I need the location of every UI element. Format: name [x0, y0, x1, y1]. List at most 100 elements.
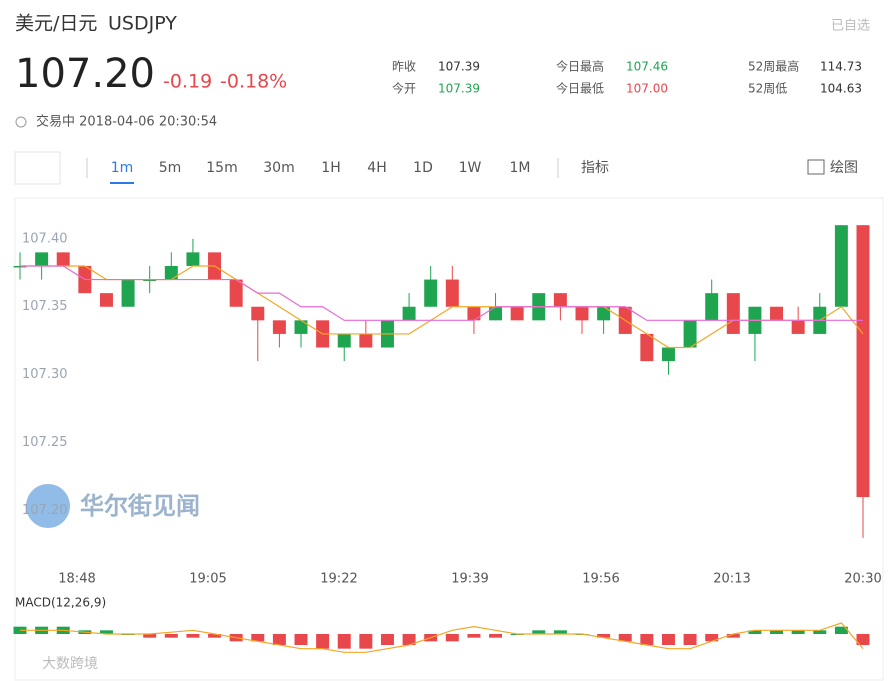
candle-body — [402, 306, 416, 321]
macd-bar — [748, 630, 762, 634]
tab[interactable]: 1H — [321, 160, 340, 176]
x-tick-label: 19:39 — [451, 572, 488, 587]
draw-icon — [807, 159, 825, 175]
macd-bar — [661, 634, 675, 645]
draw[interactable]: 绘图 — [830, 160, 858, 176]
watch[interactable]: 已自选 — [831, 19, 870, 34]
stat-value: 104.63 — [820, 82, 862, 96]
candle-body — [640, 333, 654, 362]
macd-bar — [294, 634, 308, 645]
macd-bar — [770, 630, 784, 634]
candle-body — [726, 293, 740, 334]
tab[interactable]: 5m — [159, 160, 182, 176]
macd-bar — [553, 630, 567, 634]
macd-bar — [856, 634, 870, 645]
tab[interactable]: 1M — [510, 160, 531, 176]
candle-body — [99, 293, 113, 307]
candle-body — [791, 320, 805, 334]
macd-bar — [640, 634, 654, 645]
y-tick-label: 107.35 — [22, 299, 68, 314]
tab[interactable]: 1W — [459, 160, 482, 176]
candle-body — [143, 279, 157, 282]
macd-bar — [316, 634, 330, 649]
candle-body — [251, 306, 265, 321]
stat-value: 107.46 — [626, 60, 668, 74]
x-tick-label: 19:56 — [582, 572, 619, 587]
macd-bar — [186, 634, 200, 638]
candle-body — [597, 306, 611, 321]
macd-bar — [208, 634, 222, 638]
candle-body — [229, 279, 243, 307]
change: -0.19 — [163, 71, 212, 93]
macd-bar — [164, 634, 178, 638]
x-tick-label: 18:48 — [58, 572, 95, 587]
macd-bar — [532, 630, 546, 634]
y-tick-label: 107.25 — [22, 435, 68, 450]
macd-bar — [251, 634, 265, 642]
candle-body — [770, 306, 784, 321]
candle-body — [834, 225, 848, 307]
stat-value: 107.39 — [438, 60, 480, 74]
macd-bar — [489, 634, 503, 638]
candle-body — [661, 347, 675, 362]
macd-label: MACD(12,26,9) — [15, 596, 106, 610]
macd-bar — [337, 634, 351, 649]
x-tick-label: 19:22 — [320, 572, 357, 587]
macd-bar — [813, 630, 827, 634]
candle-body — [337, 333, 351, 348]
ma-line — [20, 265, 863, 321]
stat-label: 今开 — [392, 81, 416, 96]
stat-label: 昨收 — [392, 60, 416, 74]
y-tick-label: 107.30 — [22, 367, 68, 382]
candle-body — [575, 306, 589, 321]
tab[interactable]: 15m — [206, 160, 237, 176]
watermark: 华尔街见闻 — [80, 492, 200, 520]
candle-body — [489, 306, 503, 321]
candle-body — [467, 306, 481, 321]
stat-label: 52周低 — [748, 82, 787, 96]
candle-body — [359, 333, 373, 348]
tab[interactable]: 30m — [263, 160, 294, 176]
price: 107.20 — [15, 51, 155, 97]
candle-body — [683, 320, 697, 348]
stat-label: 今日最低 — [556, 81, 604, 96]
x-tick-label: 20:13 — [713, 572, 750, 587]
macd-bar — [834, 626, 848, 634]
candle-body — [294, 320, 308, 334]
stat-label: 今日最高 — [556, 59, 604, 74]
stat-value: 107.00 — [626, 82, 668, 96]
candle-body — [13, 265, 27, 268]
tab[interactable]: 1D — [413, 160, 433, 176]
stat-value: 107.39 — [438, 82, 480, 96]
macd-bar — [380, 634, 394, 645]
macd-line — [20, 622, 864, 653]
chart-type-button[interactable] — [14, 151, 61, 185]
indicator[interactable]: 指标 — [581, 160, 609, 176]
stat-label: 52周最高 — [748, 59, 799, 74]
candle-body — [35, 252, 49, 266]
candle-body — [856, 225, 870, 498]
name: 美元/日元 — [15, 13, 97, 35]
candle-body — [272, 320, 286, 334]
macd-bar — [705, 634, 719, 642]
macd-bar — [597, 634, 611, 638]
candle-body — [164, 265, 178, 280]
candle-body — [445, 279, 459, 307]
macd-bar — [445, 634, 459, 642]
candle-body — [705, 293, 719, 321]
watermark-logo — [26, 484, 70, 528]
candle-body — [553, 293, 567, 307]
tab[interactable]: 4H — [367, 160, 386, 176]
tab[interactable]: 1m — [111, 160, 134, 176]
macd-bar — [791, 630, 805, 634]
change-pct: -0.18% — [220, 71, 287, 93]
candle-body — [56, 252, 70, 266]
macd-bar — [359, 634, 373, 649]
macd-bar — [143, 634, 157, 638]
clock-icon — [15, 116, 27, 128]
candle-body — [186, 252, 200, 266]
macd-bar — [683, 634, 697, 645]
candle-body — [121, 279, 135, 307]
macd-bar — [402, 634, 416, 645]
